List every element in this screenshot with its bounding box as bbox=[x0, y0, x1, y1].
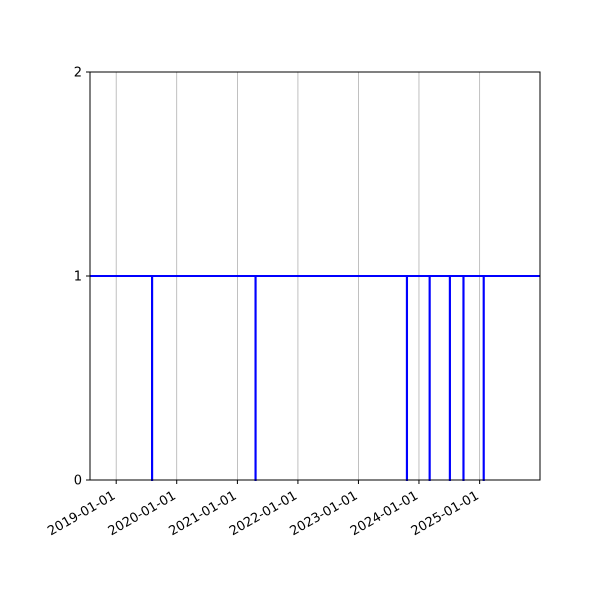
series-line bbox=[90, 275, 540, 481]
y-tick-label: 1 bbox=[74, 270, 82, 285]
x-tick-label: 2021-01-01 bbox=[166, 488, 239, 539]
x-tick-label: 2023-01-01 bbox=[288, 488, 361, 539]
x-tick-label: 2020-01-01 bbox=[106, 488, 179, 539]
x-axis: 2019-01-012020-01-012021-01-012022-01-01… bbox=[45, 480, 482, 539]
y-tick-label: 0 bbox=[74, 474, 82, 489]
series-layer bbox=[90, 275, 540, 481]
x-tick-label: 2022-01-01 bbox=[227, 488, 300, 539]
x-tick-label: 2025-01-01 bbox=[409, 488, 482, 539]
y-tick-label: 2 bbox=[74, 66, 82, 81]
y-axis: 0 1 2 bbox=[74, 66, 90, 489]
x-tick-label: 2019-01-01 bbox=[45, 488, 118, 539]
x-tick-label: 2024-01-01 bbox=[348, 488, 421, 539]
